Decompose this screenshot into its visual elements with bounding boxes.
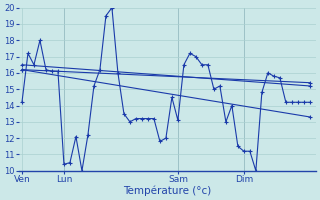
X-axis label: Température (°c): Température (°c) bbox=[123, 185, 212, 196]
